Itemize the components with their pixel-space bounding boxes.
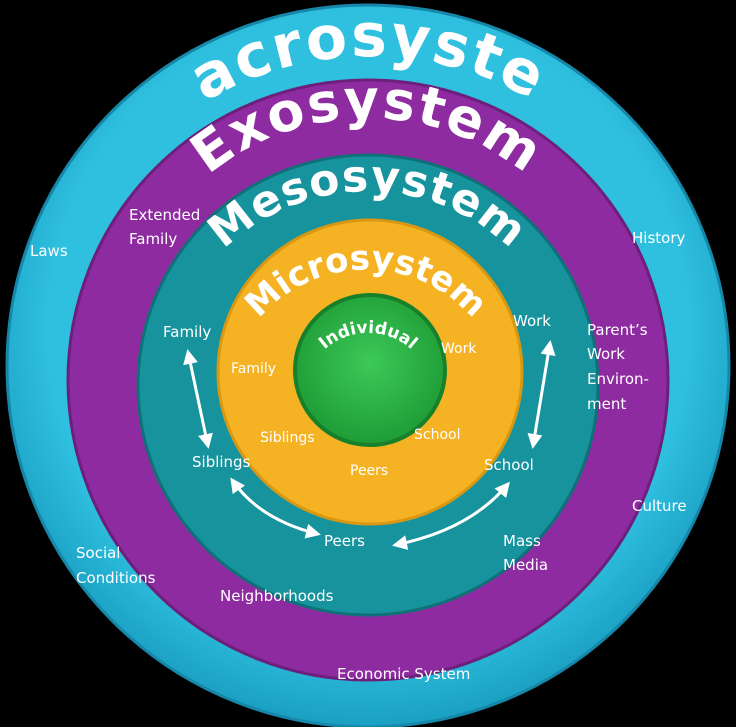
macro-label-laws: Laws: [30, 242, 68, 260]
exo-label-extended-2: Family: [129, 230, 177, 248]
macro-label-social-2: Conditions: [76, 569, 156, 587]
micro-label-school: School: [414, 427, 460, 443]
exo-label-parents-3: Environ-: [587, 370, 649, 388]
exo-label-parents-2: Work: [587, 345, 625, 363]
arrow-peers-school: [392, 481, 510, 550]
exo-label-extended-1: Extended: [129, 206, 200, 224]
individual-circle: [293, 293, 447, 447]
arrow-siblings-peers: [230, 477, 321, 539]
meso-label-school: School: [484, 456, 534, 474]
arrow-family-siblings: [183, 349, 213, 449]
micro-label-siblings: Siblings: [260, 430, 315, 446]
exo-label-mass-2: Media: [503, 556, 548, 574]
meso-label-siblings: Siblings: [192, 453, 251, 471]
arrow-work-school: [527, 340, 556, 449]
exo-label-mass-1: Mass: [503, 532, 541, 550]
macro-label-history: History: [632, 229, 685, 247]
micro-label-peers: Peers: [350, 463, 388, 479]
micro-label-work: Work: [441, 341, 477, 357]
macro-label-culture: Culture: [632, 497, 687, 515]
macro-label-social-1: Social: [76, 544, 120, 562]
exo-label-neighborhoods: Neighborhoods: [220, 587, 334, 605]
meso-label-family: Family: [163, 323, 211, 341]
macro-label-economic: Economic System: [337, 665, 470, 683]
meso-label-work: Work: [513, 312, 551, 330]
micro-label-family: Family: [231, 361, 276, 377]
exo-label-parents-1: Parent’s: [587, 321, 648, 339]
meso-label-peers: Peers: [324, 532, 365, 550]
exo-label-parents-4: ment: [587, 395, 626, 413]
